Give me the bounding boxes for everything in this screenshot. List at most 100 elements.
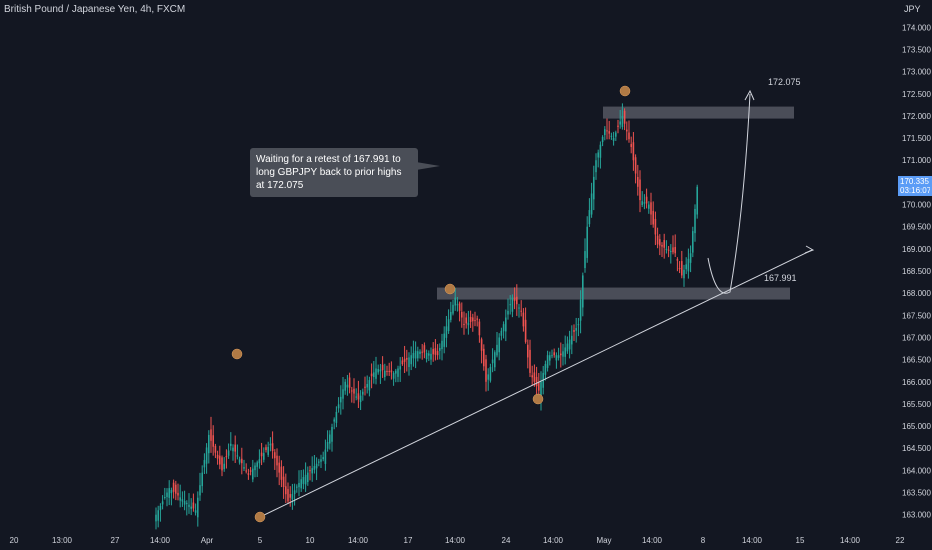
bull-candle <box>593 176 595 200</box>
bear-candle <box>513 297 516 301</box>
price-tick-label: 164.000 <box>902 466 931 475</box>
bear-candle <box>654 218 657 235</box>
bull-candle <box>335 411 338 423</box>
bull-candle <box>689 253 692 263</box>
bull-candle <box>252 468 254 480</box>
bull-candle <box>487 374 489 380</box>
time-tick-label: 14:00 <box>642 536 663 545</box>
bull-candle <box>377 369 379 373</box>
bull-candle <box>498 337 500 353</box>
bull-candle <box>509 304 511 306</box>
bull-candle <box>159 505 162 511</box>
bear-candle <box>520 310 522 312</box>
bear-candle <box>608 131 610 134</box>
bull-candle <box>190 506 192 509</box>
time-tick-label: 14:00 <box>150 536 171 545</box>
bull-candle <box>447 319 450 332</box>
bear-candle <box>386 370 388 372</box>
bull-candle <box>373 372 375 378</box>
bear-candle <box>381 364 384 371</box>
bull-candle <box>238 459 241 463</box>
bear-candle <box>628 132 630 140</box>
bull-candle <box>188 504 190 507</box>
bear-candle <box>212 435 214 447</box>
bull-candle <box>439 347 441 351</box>
time-tick-label: 10 <box>306 536 315 545</box>
bull-candle <box>551 355 553 357</box>
bull-candle <box>694 208 696 234</box>
price-tick-label: 163.000 <box>902 511 931 520</box>
bull-candle <box>340 396 342 403</box>
bull-candle <box>186 502 188 504</box>
bull-candle <box>307 472 309 483</box>
bull-candle <box>496 344 498 356</box>
bull-candle <box>670 251 672 253</box>
bear-candle <box>280 466 283 480</box>
bull-candle <box>258 459 261 464</box>
bear-candle <box>639 179 641 201</box>
bull-candle <box>597 152 599 158</box>
bear-candle <box>661 244 663 247</box>
bull-candle <box>546 355 549 368</box>
bull-candle <box>384 370 386 378</box>
bull-candle <box>507 310 509 315</box>
bear-candle <box>353 388 355 394</box>
price-tick-label: 167.000 <box>902 333 931 342</box>
bull-candle <box>615 132 617 137</box>
bull-candle <box>696 186 698 215</box>
bull-candle <box>577 324 580 326</box>
time-tick-label: 17 <box>404 536 413 545</box>
bull-candle <box>205 447 208 464</box>
price-tick-label: 165.000 <box>902 422 931 431</box>
bear-candle <box>216 454 219 459</box>
bear-candle <box>623 110 626 124</box>
bear-candle <box>524 319 527 342</box>
price-tick-label: 168.000 <box>902 289 931 298</box>
bear-candle <box>214 445 217 453</box>
last-price-value: 170.335 <box>900 177 929 186</box>
bear-candle <box>403 358 406 362</box>
bull-candle <box>584 251 586 269</box>
bear-candle <box>172 482 175 492</box>
bear-candle <box>667 249 670 251</box>
bull-candle <box>337 404 340 409</box>
bull-candle <box>256 462 258 467</box>
price-tick-label: 166.000 <box>902 378 931 387</box>
bull-candle <box>443 333 445 347</box>
bear-candle <box>274 452 276 459</box>
bear-candle <box>606 130 608 132</box>
currency-label: JPY <box>904 4 921 14</box>
bull-candle <box>399 366 401 370</box>
bear-candle <box>245 470 247 472</box>
bull-candle <box>518 307 520 309</box>
bull-candle <box>197 497 199 518</box>
projected-path-arrowhead <box>744 89 755 101</box>
bear-candle <box>617 125 619 127</box>
time-tick-label: 20 <box>10 536 19 545</box>
bear-candle <box>370 373 373 377</box>
bull-candle <box>641 201 643 205</box>
last-price-tag: 170.335 03:16:07 <box>898 176 932 196</box>
annotation-callout[interactable]: Waiting for a retest of 167.991 to long … <box>250 148 418 197</box>
bear-candle <box>656 235 659 245</box>
bull-candle <box>320 459 322 462</box>
bull-candle <box>232 447 234 452</box>
bull-candle <box>417 351 419 359</box>
bear-candle <box>271 443 274 452</box>
bull-candle <box>333 419 335 422</box>
bull-candle <box>564 347 566 357</box>
bear-candle <box>531 375 533 378</box>
symbol-title[interactable]: British Pound / Japanese Yen, 4h, FXCM <box>4 4 186 15</box>
bear-candle <box>632 142 635 161</box>
bull-candle <box>419 351 421 354</box>
bull-candle <box>296 486 298 488</box>
support-zone <box>437 287 790 300</box>
bull-candle <box>293 490 296 494</box>
bear-candle <box>225 456 228 458</box>
price-tick-label: 163.500 <box>902 489 931 498</box>
bull-candle <box>164 496 166 498</box>
bear-candle <box>650 202 652 215</box>
bear-candle <box>406 357 408 360</box>
